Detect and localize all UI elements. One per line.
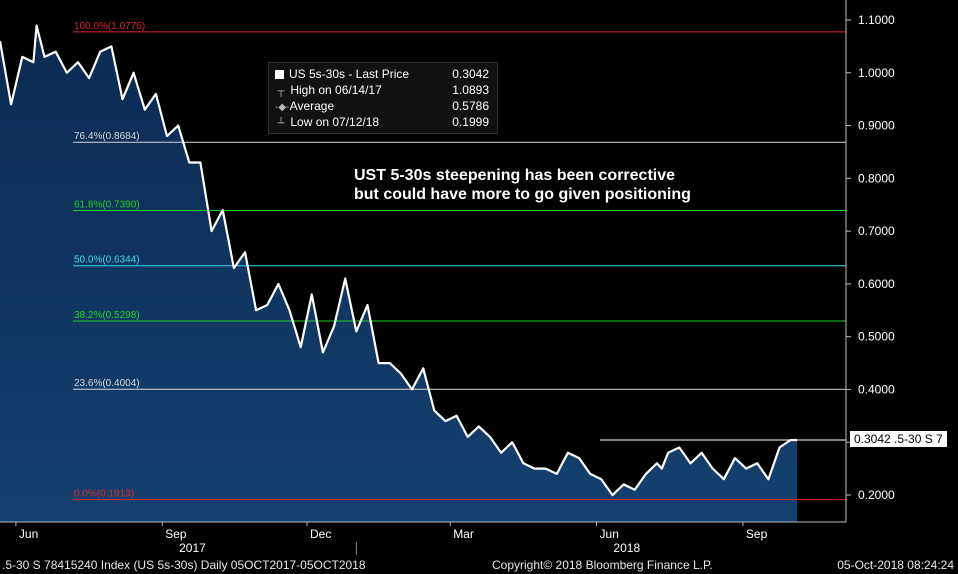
legend-high-label: High on 06/14/17 <box>290 83 382 97</box>
x-tick-label: Sep <box>165 527 187 541</box>
legend-low-value: 0.1999 <box>452 115 489 129</box>
series-color-swatch <box>275 70 284 79</box>
last-value-tag: 0.3042 .5-30 S 7 <box>850 431 947 447</box>
fib-level-label: 100.0%(1.0776) <box>74 21 145 32</box>
x-year-label: 2017 <box>179 541 206 555</box>
low-marker-icon: ┴ <box>277 118 285 129</box>
series-line <box>0 24 797 497</box>
chart-annotation: UST 5-30s steepening has been corrective… <box>354 166 691 204</box>
x-tick-label: Jun <box>19 527 38 541</box>
chart-legend: US 5s-30s - Last Price 0.3042 ┬ High on … <box>268 62 498 134</box>
x-tick-label: Sep <box>746 527 768 541</box>
legend-series-label: US 5s-30s - Last Price <box>289 67 410 81</box>
y-tick-label: 0.7000 <box>858 224 895 238</box>
y-tick-label: 0.5000 <box>858 330 895 344</box>
y-tick-label: 0.4000 <box>858 382 895 396</box>
x-tick-label: Dec <box>310 527 331 541</box>
footer-copyright: Copyright© 2018 Bloomberg Finance L.P. <box>492 558 713 572</box>
legend-low-row: ┴ Low on 07/12/18 <box>275 115 379 131</box>
fib-level-label: 38.2%(0.5298) <box>74 310 140 321</box>
fib-level-label: 61.8%(0.7390) <box>74 200 140 211</box>
y-tick-label: 0.9000 <box>858 119 895 133</box>
legend-series-row: US 5s-30s - Last Price <box>275 67 409 83</box>
y-tick-label: 0.8000 <box>858 171 895 185</box>
average-marker-icon: -◆- <box>275 102 290 113</box>
legend-low-label: Low on 07/12/18 <box>290 115 380 129</box>
x-tick-label: Jun <box>600 527 619 541</box>
annotation-line-2: but could have more to go given position… <box>354 186 691 203</box>
legend-average-label: Average <box>289 99 335 113</box>
footer-ticker-info: .5-30 S 78415240 Index (US 5s-30s) Daily… <box>2 558 366 572</box>
annotation-line-1: UST 5-30s steepening has been corrective <box>354 167 676 184</box>
series-area-fill <box>0 25 797 522</box>
legend-series-value: 0.3042 <box>452 67 489 81</box>
y-tick-label: 0.2000 <box>858 488 895 502</box>
fib-level-label: 76.4%(0.8684) <box>74 131 140 142</box>
fib-level-label: 0.0%(0.1913) <box>74 489 134 500</box>
x-tick-label: Mar <box>453 527 474 541</box>
legend-high-row: ┬ High on 06/14/17 <box>275 83 382 99</box>
legend-average-value: 0.5786 <box>452 99 489 113</box>
footer-timestamp: 05-Oct-2018 08:24:24 <box>837 558 954 572</box>
footer-bar: .5-30 S 78415240 Index (US 5s-30s) Daily… <box>0 555 958 574</box>
legend-average-row: -◆- Average <box>275 99 334 115</box>
x-year-label: 2018 <box>613 541 640 555</box>
legend-high-value: 1.0893 <box>452 83 489 97</box>
fib-level-label: 50.0%(0.6344) <box>74 255 140 266</box>
fib-level-label: 23.6%(0.4004) <box>74 378 140 389</box>
high-marker-icon: ┬ <box>277 86 285 97</box>
y-tick-label: 0.6000 <box>858 277 895 291</box>
y-tick-label: 1.0000 <box>858 66 895 80</box>
y-tick-label: 1.1000 <box>858 13 895 27</box>
